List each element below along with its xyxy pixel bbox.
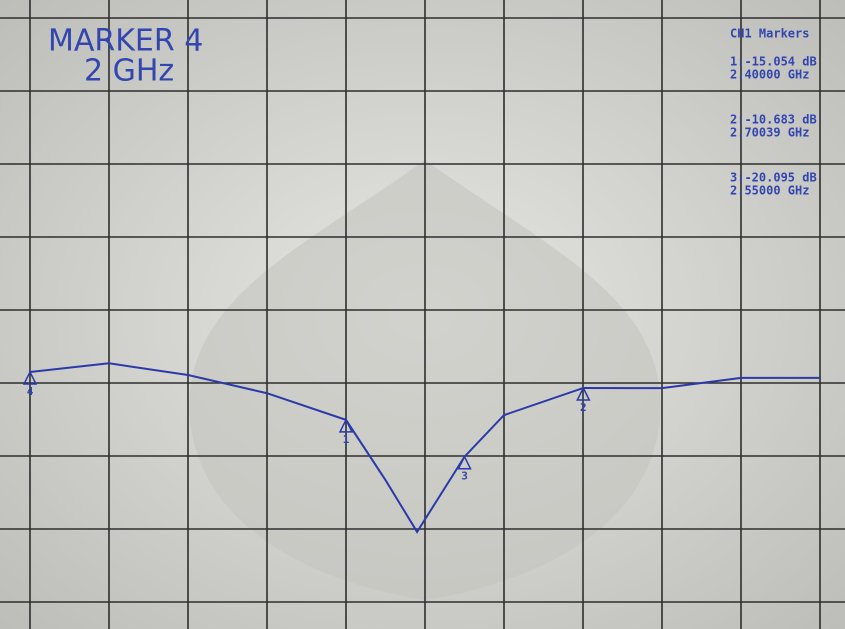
marker-frequency: 2 GHz	[84, 54, 174, 89]
marker-readout: 2.40000 GHz	[730, 68, 809, 82]
marker-readout: 3:-20.095 dB	[730, 171, 817, 185]
marker-title: MARKER 4	[48, 24, 203, 59]
marker-label: 1	[343, 433, 350, 446]
marker	[338, 418, 354, 433]
marker-readout: 2.70039 GHz	[730, 126, 809, 140]
marker-readout: 2:-10.683 dB	[730, 113, 817, 127]
marker-label: 4	[27, 385, 34, 398]
marker-label: 2	[580, 401, 587, 414]
marker-panel-title: CH1 Markers	[730, 27, 809, 41]
marker-label: 3	[461, 470, 468, 483]
marker	[576, 386, 591, 401]
marker	[22, 370, 38, 385]
marker	[457, 455, 472, 470]
marker-readout: 2.55000 GHz	[730, 184, 809, 198]
trace	[29, 362, 820, 534]
marker-readout: 1:-15.054 dB	[730, 55, 817, 69]
